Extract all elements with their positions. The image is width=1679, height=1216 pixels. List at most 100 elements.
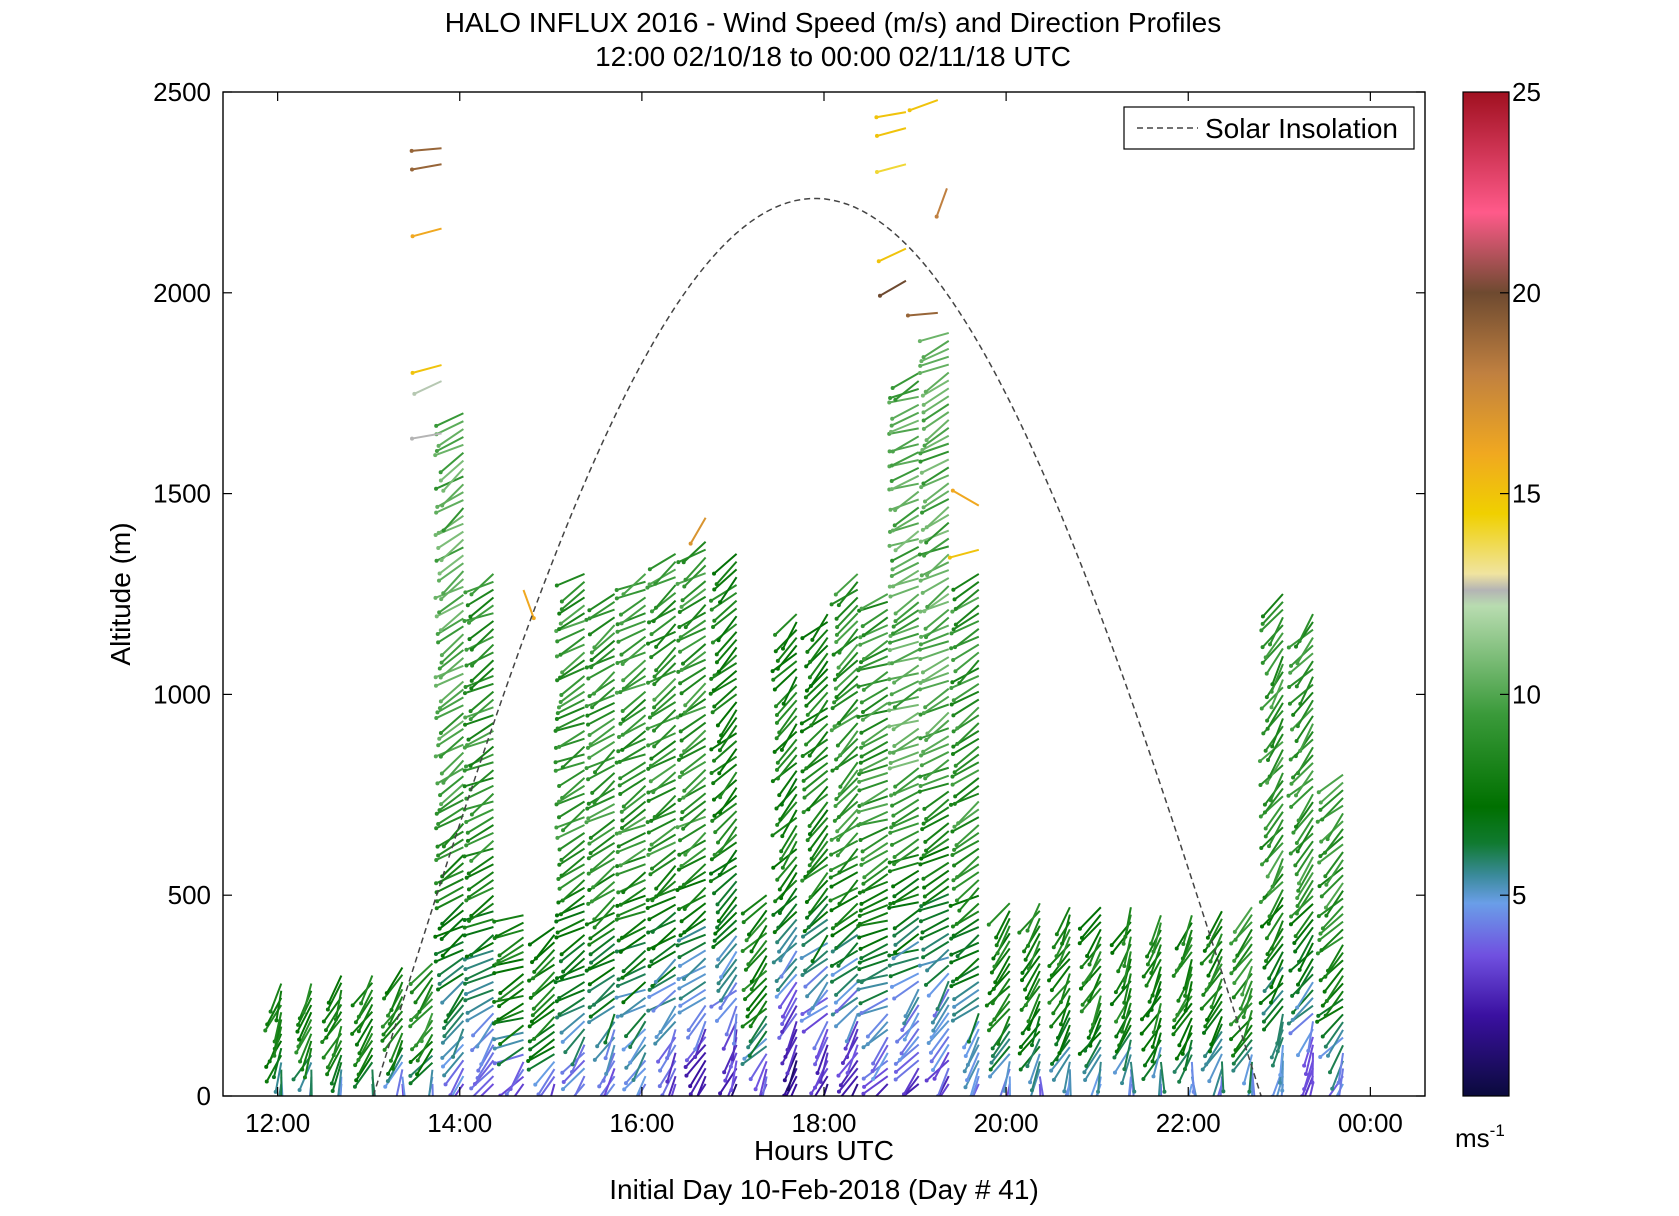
wind-arrow bbox=[1151, 966, 1162, 996]
wind-arrow-head bbox=[1150, 1059, 1155, 1064]
wind-arrow bbox=[1266, 756, 1284, 784]
wind-arrow bbox=[622, 643, 647, 665]
wind-arrow-head bbox=[708, 879, 713, 884]
wind-arrow-head bbox=[786, 1087, 791, 1092]
wind-arrow-head bbox=[614, 949, 619, 954]
wind-arrow bbox=[920, 632, 950, 646]
wind-arrow bbox=[747, 985, 768, 1010]
wind-arrow bbox=[950, 675, 980, 689]
wind-arrow bbox=[440, 712, 465, 734]
wind-arrow-head bbox=[994, 943, 999, 948]
wind-arrow-head bbox=[799, 721, 804, 726]
wind-arrow-head bbox=[814, 1055, 819, 1060]
wind-arrow-head bbox=[438, 793, 443, 798]
wind-arrow-head bbox=[526, 1059, 531, 1064]
wind-arrow bbox=[776, 746, 798, 771]
wind-arrow bbox=[444, 1059, 465, 1085]
wind-arrow-head bbox=[844, 1039, 849, 1044]
wind-arrow-head bbox=[715, 902, 720, 907]
wind-arrow-head bbox=[559, 857, 564, 862]
wind-arrow bbox=[919, 679, 950, 691]
wind-arrow-head bbox=[1260, 614, 1265, 619]
wind-arrow-head bbox=[557, 862, 562, 867]
wind-arrow bbox=[1261, 686, 1284, 710]
wind-arrow bbox=[437, 530, 464, 549]
wind-arrow bbox=[837, 816, 859, 841]
colorbar-tick-label: 25 bbox=[1512, 77, 1541, 107]
wind-arrow bbox=[801, 957, 829, 976]
wind-arrow-head bbox=[1270, 744, 1275, 749]
wind-arrow bbox=[1088, 973, 1102, 1002]
wind-arrow bbox=[715, 560, 738, 585]
wind-arrow bbox=[953, 988, 980, 1008]
wind-arrow-head bbox=[1258, 782, 1263, 787]
wind-arrow bbox=[438, 720, 464, 740]
wind-arrow-head bbox=[653, 605, 658, 610]
wind-arrow bbox=[557, 714, 585, 730]
wind-arrow bbox=[682, 808, 707, 830]
wind-arrow-head bbox=[887, 701, 892, 706]
wind-arrow-head bbox=[1295, 724, 1300, 729]
wind-arrow-head bbox=[1025, 928, 1030, 933]
colorbar-gradient bbox=[1462, 91, 1510, 1097]
wind-arrow bbox=[603, 1068, 616, 1096]
wind-arrow-head bbox=[325, 1007, 330, 1012]
wind-arrow-head bbox=[984, 1003, 989, 1008]
wind-arrow-head bbox=[647, 987, 652, 992]
wind-arrow bbox=[622, 690, 647, 712]
wind-arrow bbox=[679, 996, 707, 1014]
wind-arrow-head bbox=[806, 925, 811, 930]
wind-arrow bbox=[835, 620, 859, 643]
wind-arrow bbox=[590, 943, 616, 964]
wind-arrow-head bbox=[469, 592, 474, 597]
wind-arrow bbox=[892, 435, 920, 453]
wind-arrow-head bbox=[780, 834, 785, 839]
wind-arrow-head bbox=[415, 1058, 420, 1063]
wind-arrow-head bbox=[437, 808, 442, 813]
wind-arrow-head bbox=[861, 687, 866, 692]
wind-arrow-head bbox=[890, 449, 895, 454]
wind-arrow bbox=[649, 552, 677, 571]
wind-arrow bbox=[439, 688, 465, 709]
wind-arrow bbox=[835, 596, 859, 620]
chart-title: HALO INFLUX 2016 - Wind Speed (m/s) and … bbox=[445, 7, 1222, 38]
wind-arrow-head bbox=[650, 984, 655, 989]
wind-arrow bbox=[680, 800, 707, 820]
wind-arrow-head bbox=[467, 918, 472, 923]
wind-arrow bbox=[894, 767, 920, 788]
wind-arrow-head bbox=[805, 994, 810, 999]
wind-arrow-head bbox=[861, 889, 866, 894]
wind-arrow-head bbox=[893, 1069, 898, 1074]
wind-arrow-head bbox=[1319, 894, 1324, 899]
wind-arrow bbox=[858, 927, 889, 939]
wind-arrow-head bbox=[440, 1064, 445, 1069]
wind-arrow-head bbox=[1270, 884, 1275, 889]
wind-arrow bbox=[1233, 958, 1253, 984]
wind-arrow bbox=[808, 801, 829, 827]
wind-arrow-head bbox=[451, 1054, 456, 1059]
wind-arrow bbox=[893, 711, 920, 731]
wind-arrow-head bbox=[949, 685, 954, 690]
wind-arrow bbox=[586, 701, 615, 717]
wind-arrow-head bbox=[860, 717, 865, 722]
wind-arrow-head bbox=[1229, 1037, 1234, 1042]
wind-arrow bbox=[777, 903, 798, 929]
wind-arrow-head bbox=[952, 597, 957, 602]
wind-arrow bbox=[966, 1052, 980, 1081]
wind-arrow-head bbox=[586, 722, 591, 727]
wind-arrow-head bbox=[683, 577, 688, 582]
wind-arrow bbox=[964, 1028, 980, 1057]
wind-arrow bbox=[1303, 1075, 1314, 1096]
wind-arrow-head bbox=[624, 1034, 629, 1039]
wind-arrow-head bbox=[439, 771, 444, 776]
wind-arrow-head bbox=[413, 1000, 418, 1005]
wind-arrow bbox=[1050, 1046, 1071, 1072]
wind-arrow bbox=[680, 713, 707, 733]
wind-arrow bbox=[418, 984, 434, 1013]
wind-arrow-upper-head bbox=[874, 133, 879, 138]
wind-arrow-head bbox=[807, 847, 812, 852]
wind-arrow bbox=[858, 600, 889, 612]
wind-arrow-head bbox=[1113, 990, 1118, 995]
wind-arrow bbox=[438, 428, 464, 447]
wind-arrow-head bbox=[462, 957, 467, 962]
